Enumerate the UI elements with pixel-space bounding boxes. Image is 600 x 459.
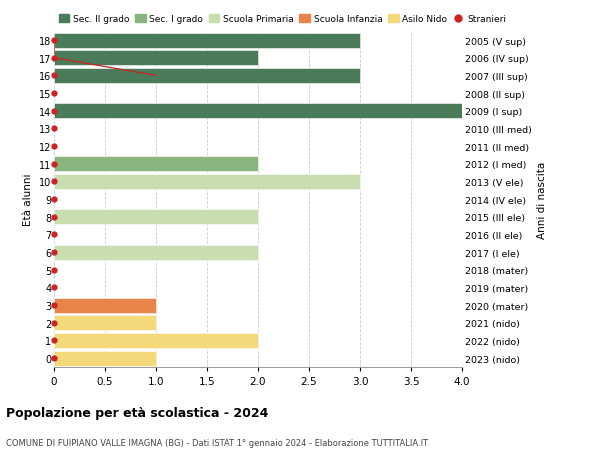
Text: Popolazione per età scolastica - 2024: Popolazione per età scolastica - 2024 [6, 406, 268, 419]
Y-axis label: Età alunni: Età alunni [23, 174, 33, 226]
Bar [54, 174, 360, 190]
Bar [54, 51, 258, 66]
Bar [54, 333, 258, 348]
Bar [54, 316, 156, 330]
Bar [54, 157, 258, 172]
Bar [54, 351, 156, 366]
Text: COMUNE DI FUIPIANO VALLE IMAGNA (BG) - Dati ISTAT 1° gennaio 2024 - Elaborazione: COMUNE DI FUIPIANO VALLE IMAGNA (BG) - D… [6, 438, 428, 448]
Bar [54, 298, 156, 313]
Bar [54, 210, 258, 225]
Bar [54, 104, 462, 119]
Legend: Sec. II grado, Sec. I grado, Scuola Primaria, Scuola Infanzia, Asilo Nido, Stran: Sec. II grado, Sec. I grado, Scuola Prim… [59, 15, 506, 24]
Y-axis label: Anni di nascita: Anni di nascita [537, 161, 547, 238]
Bar [54, 69, 360, 84]
Bar [54, 245, 258, 260]
Bar [54, 34, 360, 49]
